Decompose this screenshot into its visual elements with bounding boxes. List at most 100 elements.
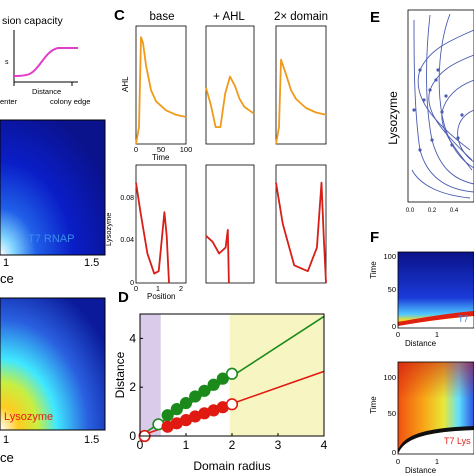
f-ytick-50-bottom: 50 [388, 409, 396, 418]
heatmap-lysozyme-frame [0, 297, 106, 431]
ahl-axes-2x [275, 25, 327, 145]
data-point-series-0 [161, 409, 174, 422]
lysozyme-curves [135, 181, 327, 284]
f-distance-label-top: Distance [405, 339, 437, 348]
ahl-axes [135, 25, 327, 145]
column-title-2x: 2× domain [274, 11, 328, 23]
data-point-series-0 [189, 390, 202, 403]
d-axes-frame [139, 313, 325, 437]
heatmap-t7rnap-frame [0, 119, 106, 256]
data-point-series-0 [170, 403, 183, 416]
time-tick-0: 0 [134, 145, 138, 154]
lys-ytick-0.08: 0.08 [120, 195, 134, 202]
f-heatmap-bottom-front [398, 430, 474, 454]
lysozyme-axes [135, 164, 327, 284]
f-heatmap-bottom-frame [397, 361, 474, 455]
left-panel: sion capacity s Distance enter colony ed… [0, 15, 106, 465]
stream-arrowhead [444, 94, 448, 98]
f-time-label-top: Time [369, 261, 378, 279]
inset-capacity-curve [13, 47, 78, 77]
f-xtick-1-bottom: 1 [435, 457, 439, 466]
inset-x-label: Distance [32, 87, 61, 96]
f-distance-label-bottom: Distance [405, 466, 437, 474]
d-xtick-label: 1 [183, 438, 190, 452]
open-point-series-0 [225, 367, 239, 380]
stream-arrowhead [456, 136, 460, 140]
f-heatmap-top-frame [397, 251, 474, 329]
panel-d-plot: 0 1 2 3 4 0 2 4 [129, 313, 328, 452]
ahl-axes-base [135, 25, 187, 145]
x-label-bottom: ce [0, 450, 14, 465]
f-heatmap-bottom-band [398, 426, 474, 454]
inset-y-fragment: s [5, 59, 9, 66]
position-label: Position [147, 292, 175, 301]
streamline [411, 169, 471, 199]
f-heatmap-top-band [398, 311, 474, 326]
tick-label-1-bottom: 1 [3, 434, 9, 446]
stream-arrowhead [460, 113, 464, 117]
curve--ahl [205, 228, 230, 284]
curve-base [135, 36, 187, 145]
d-xtick-label: 3 [275, 438, 282, 452]
stream-arrowhead [440, 110, 444, 114]
panel-letter-c: C [114, 7, 125, 24]
lys-ylabel: Lysozyme [104, 213, 113, 246]
stream-arrowhead [450, 143, 454, 147]
f-time-label-bottom: Time [369, 396, 378, 414]
lys-ytick-0: 0 [130, 280, 134, 287]
time-tick-100: 100 [180, 145, 193, 154]
heatmap-t7rnap [0, 120, 105, 255]
tick-label-1-top: 1 [3, 257, 9, 269]
data-point-series-0 [179, 396, 193, 410]
streamline [413, 19, 474, 193]
f-heatmap-top-front [398, 316, 474, 328]
lys-ytick-0.04: 0.04 [120, 237, 134, 244]
d-xtick-label: 4 [321, 438, 328, 452]
position-tick-1: 1 [156, 284, 160, 293]
panel-letter-e: E [370, 9, 380, 26]
streamline [438, 13, 474, 169]
f-ytick-100-bottom: 100 [383, 373, 396, 382]
stream-arrowhead [418, 68, 422, 72]
d-xlabel: Domain radius [193, 459, 270, 473]
stream-arrowhead [422, 98, 426, 102]
data-point-series-0 [207, 378, 220, 391]
d-ytick-label: 4 [129, 331, 136, 345]
inset-title: sion capacity [2, 15, 63, 27]
f-bottom-label: T7 Lys [444, 436, 471, 446]
panel-letter-f: F [370, 229, 379, 246]
shaded-region-1 [229, 314, 324, 436]
f-top-label: T7 [458, 314, 469, 324]
panel-e: E Lysozyme 0.0 0.2 0.4 [370, 9, 474, 214]
stream-arrowhead [434, 78, 438, 82]
data-point-series-0 [216, 372, 229, 385]
f-ytick-100-top: 100 [383, 252, 396, 261]
curve-2-domain [275, 58, 327, 145]
f-ytick-0-bottom: 0 [392, 448, 396, 457]
x-label-top: ce [0, 271, 14, 286]
inset-edge-label: colony edge [50, 97, 90, 106]
ahl-axes-ahl [205, 25, 255, 145]
d-ytick-label: 2 [129, 380, 136, 394]
e-ylabel: Lysozyme [386, 91, 400, 145]
lys-axes-ahl [205, 164, 255, 284]
e-xtick-0: 0.0 [406, 208, 415, 214]
stream-arrowhead [412, 108, 416, 112]
time-tick-50: 50 [157, 145, 165, 154]
data-point-series-0 [198, 384, 211, 397]
ahl-ylabel: AHL [121, 76, 130, 92]
stream-arrowhead [418, 148, 422, 152]
panel-letter-d: D [118, 289, 129, 306]
panel-f: F T7 Time 100 50 0 0 1 Distance T7 Lys T… [369, 229, 474, 474]
heatmap-t7rnap-label: T7 RNAP [28, 233, 74, 245]
curve--ahl [205, 75, 255, 128]
d-ytick-label: 0 [129, 429, 136, 443]
tick-label-1.5-bottom: 1.5 [84, 434, 99, 446]
lys-axes-2x [275, 164, 327, 284]
column-title-ahl: + AHL [213, 11, 245, 23]
d-ylabel: Distance [113, 351, 127, 398]
lys-axes-base [135, 164, 187, 284]
stream-arrowhead [428, 88, 432, 92]
tick-label-1.5-top: 1.5 [84, 257, 99, 269]
